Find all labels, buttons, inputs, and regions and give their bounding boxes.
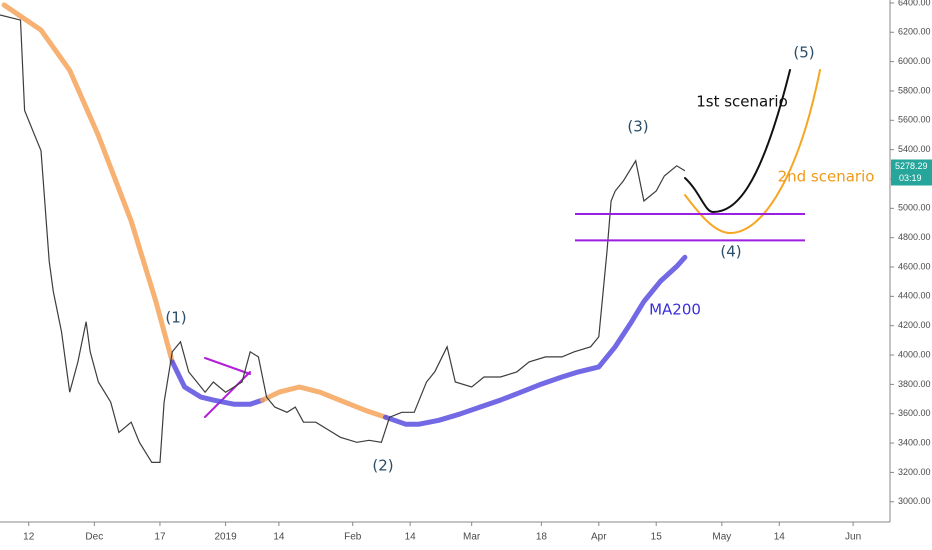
ma200-line	[260, 384, 388, 420]
y-tick-label: 4400.00	[898, 291, 931, 301]
x-tick-label: 15	[651, 532, 663, 543]
y-tick-label: 4800.00	[898, 232, 931, 242]
y-tick-label: 5600.00	[898, 115, 931, 125]
scenario-1-curve	[684, 69, 791, 214]
y-tick-label: 5400.00	[898, 144, 931, 154]
price-line	[0, 14, 686, 463]
y-tick-label: 6400.00	[898, 0, 931, 7]
last-price-label: 5278.29	[895, 161, 928, 171]
x-tick-label: 2019	[214, 532, 237, 543]
y-tick-label: 3200.00	[898, 467, 931, 477]
x-tick-label: 14	[774, 532, 786, 543]
annotation: 2nd scenario	[778, 168, 875, 186]
x-tick-label: 14	[273, 532, 285, 543]
annotation: (5)	[793, 44, 814, 62]
x-tick-label: 17	[154, 532, 166, 543]
x-tick-label: Dec	[85, 532, 103, 543]
annotation: MA200	[649, 301, 701, 319]
y-tick-label: 4000.00	[898, 349, 931, 359]
annotation: 1st scenario	[696, 93, 788, 111]
annotation: (2)	[372, 457, 393, 475]
y-tick-label: 3000.00	[898, 496, 931, 506]
x-tick-label: Feb	[344, 532, 362, 543]
y-tick-label: 4600.00	[898, 261, 931, 271]
annotation: (1)	[165, 309, 186, 327]
x-tick-label: 18	[536, 532, 548, 543]
x-tick-label: 12	[23, 532, 35, 543]
ma200-line	[383, 254, 688, 427]
y-tick-label: 4200.00	[898, 320, 931, 330]
annotation: (4)	[720, 243, 741, 261]
y-tick-label: 6000.00	[898, 56, 931, 66]
x-tick-label: Jun	[845, 532, 861, 543]
y-tick-label: 3400.00	[898, 437, 931, 447]
x-tick-label: 14	[405, 532, 417, 543]
y-tick-label: 5000.00	[898, 203, 931, 213]
annotation: (3)	[627, 118, 648, 136]
countdown-label: 03:19	[899, 173, 922, 183]
scenario-2-curve	[684, 69, 821, 235]
y-tick-label: 6200.00	[898, 27, 931, 37]
x-tick-label: Mar	[463, 532, 481, 543]
pennant-line	[204, 357, 251, 375]
y-tick-label: 3600.00	[898, 408, 931, 418]
ma200-line	[1, 2, 175, 365]
ma200-line	[169, 359, 265, 407]
y-tick-label: 5800.00	[898, 85, 931, 95]
x-tick-label: Apr	[591, 532, 607, 543]
last-price-box	[891, 159, 932, 186]
x-tick-label: May	[712, 532, 731, 543]
y-tick-label: 3800.00	[898, 379, 931, 389]
